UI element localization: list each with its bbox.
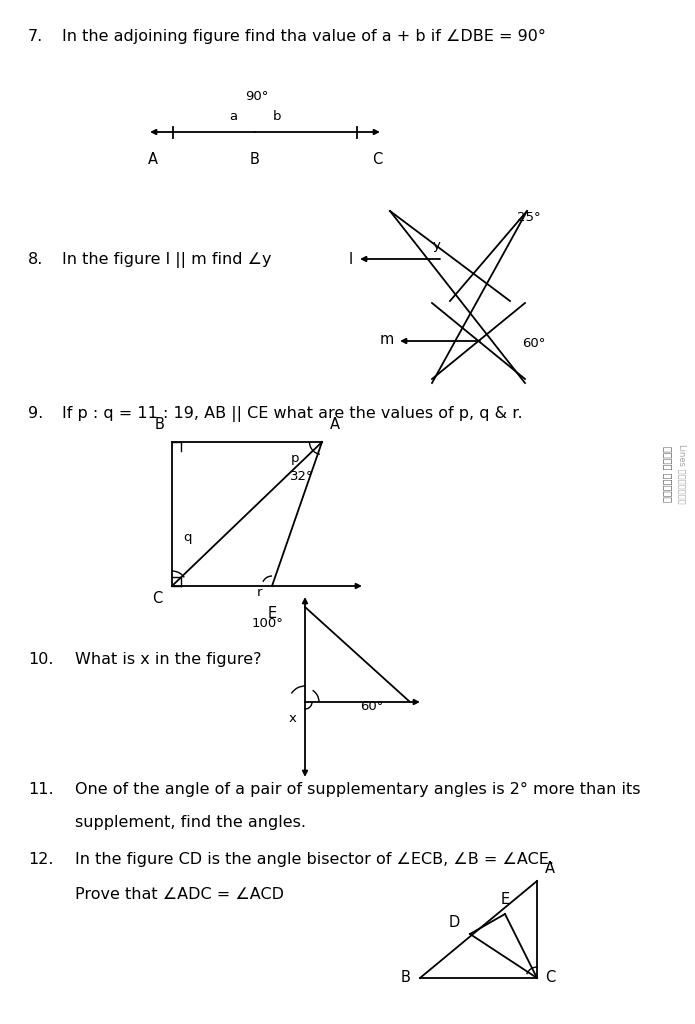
Text: In the figure CD is the angle bisector of ∠ECB, ∠B = ∠ACE.: In the figure CD is the angle bisector o… bbox=[75, 852, 554, 867]
Text: E: E bbox=[500, 892, 509, 907]
Text: B: B bbox=[154, 417, 164, 432]
Text: r: r bbox=[257, 586, 263, 599]
Text: supplement, find the angles.: supplement, find the angles. bbox=[75, 815, 306, 830]
Text: कृति पन्ना: कृति पन्ना bbox=[663, 446, 673, 502]
Text: C: C bbox=[152, 591, 162, 606]
Text: D: D bbox=[449, 915, 460, 930]
Text: B: B bbox=[250, 152, 260, 167]
Text: A: A bbox=[330, 417, 340, 432]
Text: m: m bbox=[379, 332, 394, 346]
Text: 7.: 7. bbox=[28, 29, 43, 44]
Text: C: C bbox=[372, 152, 382, 167]
Text: C: C bbox=[545, 971, 555, 985]
Text: One of the angle of a pair of supplementary angles is 2° more than its: One of the angle of a pair of supplement… bbox=[75, 782, 641, 797]
Text: y: y bbox=[433, 239, 441, 252]
Text: x: x bbox=[289, 712, 297, 725]
Text: q: q bbox=[183, 531, 193, 544]
Text: p: p bbox=[291, 452, 300, 465]
Text: Lines क्षेत्र: Lines क्षेत्र bbox=[678, 444, 687, 504]
Text: What is x in the figure?: What is x in the figure? bbox=[75, 652, 261, 667]
Text: 10.: 10. bbox=[28, 652, 54, 667]
Text: 100°: 100° bbox=[251, 617, 283, 630]
Text: 90°: 90° bbox=[245, 90, 269, 103]
Text: 12.: 12. bbox=[28, 852, 54, 867]
Text: 25°: 25° bbox=[517, 211, 541, 224]
Text: B: B bbox=[400, 971, 410, 985]
Text: 8.: 8. bbox=[28, 252, 43, 267]
Text: 11.: 11. bbox=[28, 782, 54, 797]
Text: E: E bbox=[268, 606, 277, 621]
Text: 60°: 60° bbox=[360, 700, 384, 713]
Text: 9.: 9. bbox=[28, 406, 43, 421]
Text: In the adjoining figure find tha value of a + b if ∠DBE = 90°: In the adjoining figure find tha value o… bbox=[62, 29, 546, 44]
Text: 32°: 32° bbox=[291, 470, 314, 483]
Text: l: l bbox=[349, 252, 353, 266]
Text: b: b bbox=[272, 110, 281, 123]
Text: If p : q = 11 : 19, AB || CE what are the values of p, q & r.: If p : q = 11 : 19, AB || CE what are th… bbox=[62, 406, 523, 422]
Text: A: A bbox=[545, 861, 555, 876]
Text: 60°: 60° bbox=[522, 337, 546, 350]
Text: In the figure l || m find ∠y: In the figure l || m find ∠y bbox=[62, 252, 272, 268]
Text: A: A bbox=[148, 152, 158, 167]
Text: a: a bbox=[229, 110, 237, 123]
Text: Prove that ∠ADC = ∠ACD: Prove that ∠ADC = ∠ACD bbox=[75, 887, 284, 902]
